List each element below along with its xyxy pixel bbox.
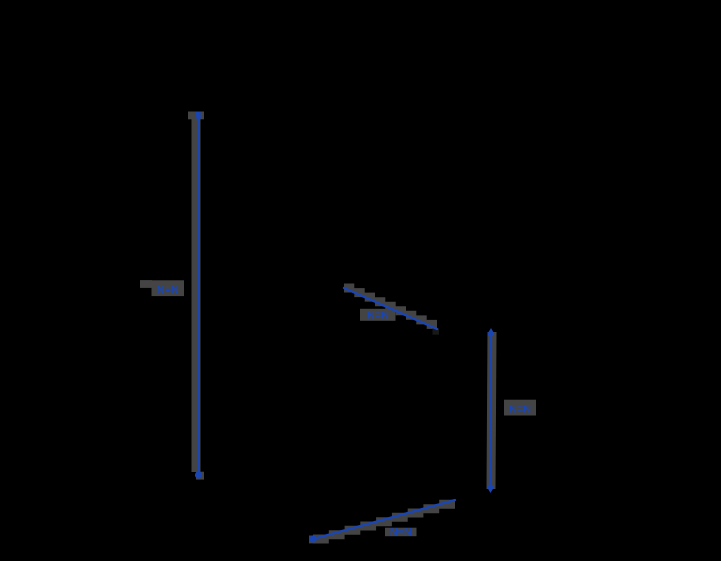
svg-text:N=N: N=N	[390, 527, 412, 539]
svg-text:N=N: N=N	[367, 310, 389, 322]
svg-text:N=N: N=N	[157, 284, 179, 296]
svg-text:N=N: N=N	[509, 404, 531, 416]
svg-text:N: N	[195, 110, 203, 122]
